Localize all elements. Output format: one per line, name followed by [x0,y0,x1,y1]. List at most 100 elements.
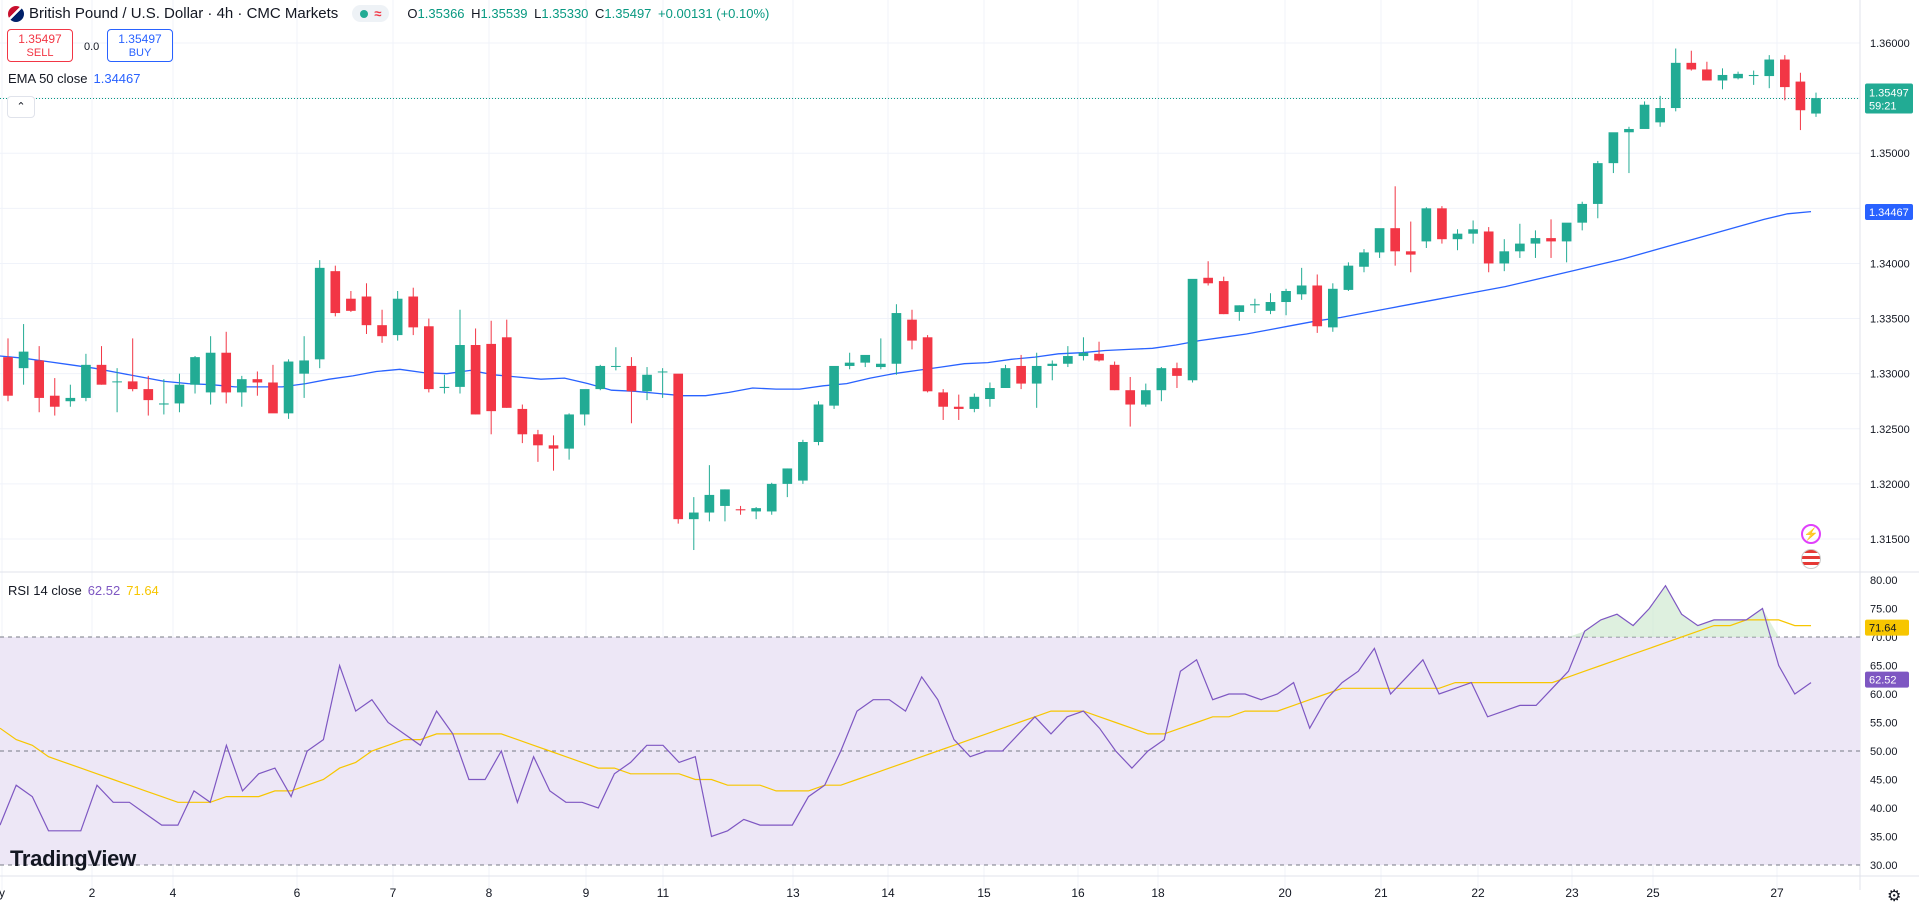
buy-button[interactable]: 1.35497 BUY [107,29,173,62]
candle-body [1296,285,1307,295]
buy-price: 1.35497 [118,32,162,46]
lightning-icon[interactable]: ⚡ [1801,524,1821,544]
candle-body [1670,62,1681,109]
rsi-series [0,584,1812,838]
candle-body [221,352,232,393]
ohlc-values: O1.35366 H1.35539 L1.35330 C1.35497 +0.0… [407,6,770,21]
tradingview-logo[interactable]: TradingView [10,846,136,871]
candle-body [1546,238,1556,242]
candle-body [392,298,403,336]
last-price-badge [1865,83,1913,114]
ema-legend[interactable]: EMA 50 close 1.34467 [8,71,141,86]
candle-body [579,389,590,415]
candle-body [517,408,528,435]
rsi-label: RSI 14 close [8,583,82,598]
candle-body [81,364,91,398]
candle-body [1483,231,1494,264]
candle-body [1717,74,1728,81]
symbol-title[interactable]: British Pound / U.S. Dollar · 4h · CMC M… [29,5,339,22]
candle-body [1140,390,1151,405]
candle-body [65,397,76,402]
spread-value: 0.0 [84,41,100,53]
us-flag-icon[interactable] [1801,549,1821,569]
candle-body [1187,278,1198,381]
market-status[interactable]: ≈ [352,5,390,22]
candle-body [1109,364,1120,391]
chart-header: British Pound / U.S. Dollar · 4h · CMC M… [8,5,772,22]
candle-body [1795,81,1806,111]
ema-label: EMA 50 close [8,71,88,86]
candle-body [751,508,761,512]
candle-body [268,382,278,414]
candle-body [1686,62,1697,70]
rsi-legend[interactable]: RSI 14 close 62.52 71.64 [8,583,159,598]
time-tick-label: 25 [1646,886,1660,900]
time-tick-label: 7 [390,886,397,900]
candle-body [1078,352,1089,357]
candle-body [1748,74,1759,77]
candle-body [1203,277,1213,284]
candle-body [1031,365,1042,384]
time-tick-label: 6 [294,886,301,900]
candle-body [1779,59,1790,88]
price-tick-label: 1.32500 [1870,424,1910,436]
candle-body [1639,104,1650,129]
candle-body [720,489,730,506]
candle-body [533,434,543,446]
ema-last-label: 1.34467 [1869,207,1909,219]
candle-body [377,325,387,337]
candle-body [330,271,341,314]
time-tick-label: 22 [1471,886,1485,900]
candle-body [1312,285,1323,327]
gbp-usd-flag-icon [8,5,24,22]
candle-body [642,374,652,392]
candles [3,48,1821,551]
price-tick-label: 1.31500 [1870,534,1910,546]
rsi-tick-label: 35.00 [1870,832,1898,844]
candle-body [1327,288,1338,328]
price-axis: 1.360001.355001.350001.345001.340001.335… [1865,38,1913,872]
market-open-icon [360,9,369,18]
candle-body [704,494,715,513]
candle-body [1499,251,1510,264]
candle-body [252,379,263,383]
rsi-last-label: 62.52 [1869,675,1897,687]
candle-body [439,386,450,388]
chevron-up-icon[interactable]: ⌃ [7,96,35,118]
candle-body [159,403,169,405]
candle-body [1624,128,1634,133]
candle-body [1655,108,1665,123]
candle-body [1265,302,1276,311]
time-tick-label: 11 [657,886,670,900]
candle-body [1452,233,1463,240]
countdown-label: 59:21 [1869,100,1897,112]
candle-body [548,445,559,449]
candle-body [688,512,699,520]
candle-body [626,365,637,392]
candle-body [891,313,902,364]
time-tick-label: 2 [89,886,96,900]
candle-body [299,360,309,374]
candle-body [174,384,185,404]
rsi-tick-label: 50.00 [1870,746,1898,758]
candle-body [1468,229,1478,234]
candle-body [112,381,122,383]
candle-body [813,404,824,443]
candle-body [1405,251,1416,255]
candle-body [1125,390,1136,405]
rsi-tick-label: 75.00 [1870,604,1898,616]
candle-body [1343,265,1354,290]
sell-button[interactable]: 1.35497 SELL [7,29,73,62]
candle-body [283,361,294,414]
change-value: +0.00131 (+0.10%) [658,6,770,21]
candle-body [798,442,808,481]
gear-icon[interactable]: ⚙ [1887,888,1902,905]
candle-body [314,267,325,360]
buy-label: BUY [128,47,152,59]
candle-body [18,351,29,369]
candle-body [1390,228,1401,252]
rsi-tick-label: 45.00 [1870,775,1898,787]
rsi-tick-label: 55.00 [1870,718,1898,730]
time-tick-label: 13 [786,886,800,900]
